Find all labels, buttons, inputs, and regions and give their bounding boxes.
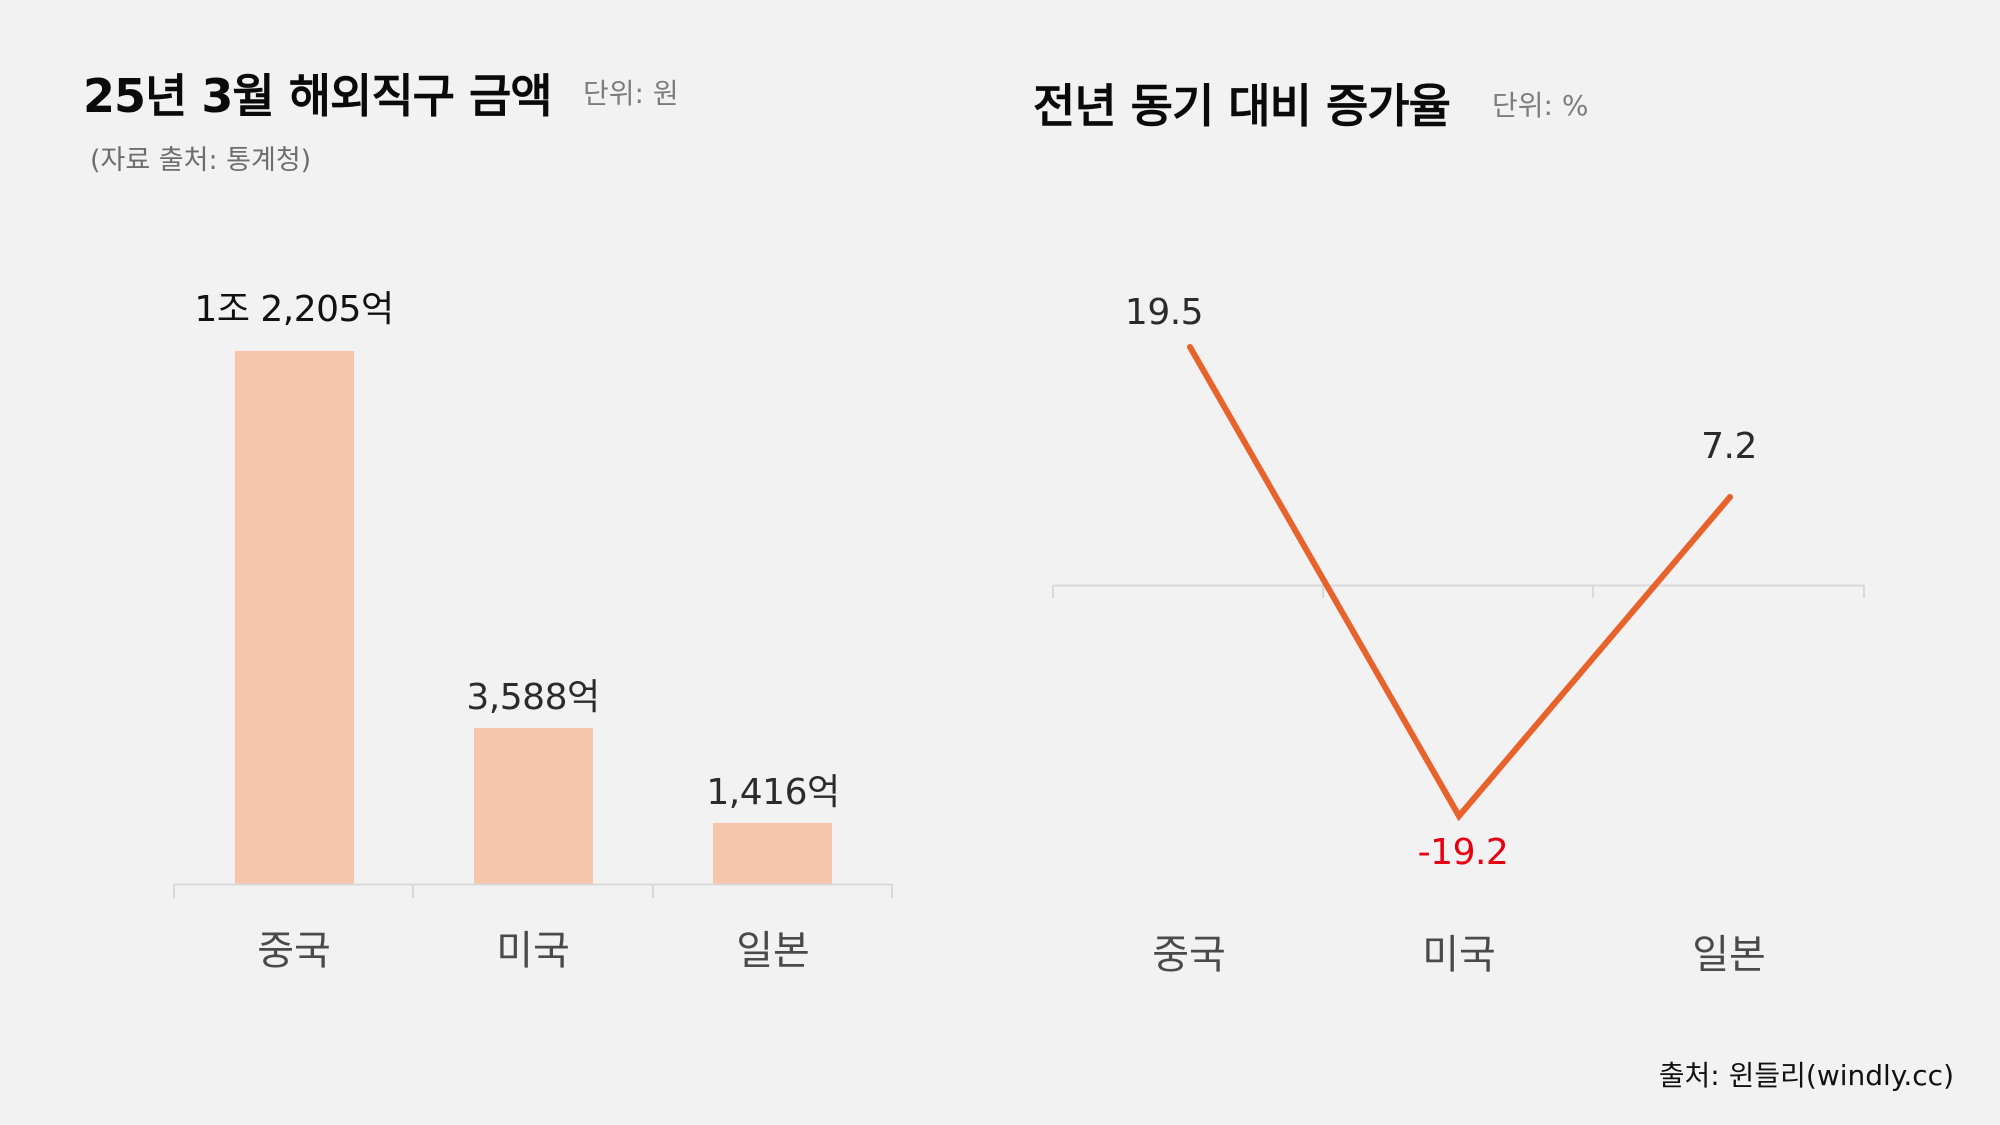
bar-category-japan: 일본	[736, 928, 810, 974]
line-chart-title: 전년 동기 대비 증가율	[1033, 79, 1451, 133]
bar-usa	[474, 728, 593, 884]
line-label-china: 19.5	[1124, 292, 1204, 333]
line-label-japan: 7.2	[1701, 426, 1757, 467]
bar-chart-title: 25년 3월 해외직구 금액	[83, 69, 553, 123]
bar-label-japan: 1,416억	[706, 772, 840, 813]
bar-label-usa: 3,588억	[466, 677, 600, 718]
growth-line	[1187, 344, 1733, 822]
line-category-usa: 미국	[1422, 932, 1496, 978]
bar-category-china: 중국	[257, 928, 331, 974]
bar-chart-source: (자료 출처: 통계청)	[90, 145, 312, 176]
line-category-china: 중국	[1152, 932, 1226, 978]
line-label-usa: -19.2	[1417, 832, 1509, 873]
bar-label-china: 1조 2,205억	[194, 289, 394, 330]
footer-source: 출처: 윈들리(windly.cc)	[1658, 1059, 1954, 1092]
line-category-japan: 일본	[1692, 932, 1766, 978]
bar-chart-unit: 단위: 원	[583, 77, 679, 110]
bar-category-usa: 미국	[496, 928, 570, 974]
bar-japan	[713, 823, 832, 884]
line-chart-unit: 단위: %	[1492, 89, 1589, 122]
bar-china	[235, 351, 354, 884]
